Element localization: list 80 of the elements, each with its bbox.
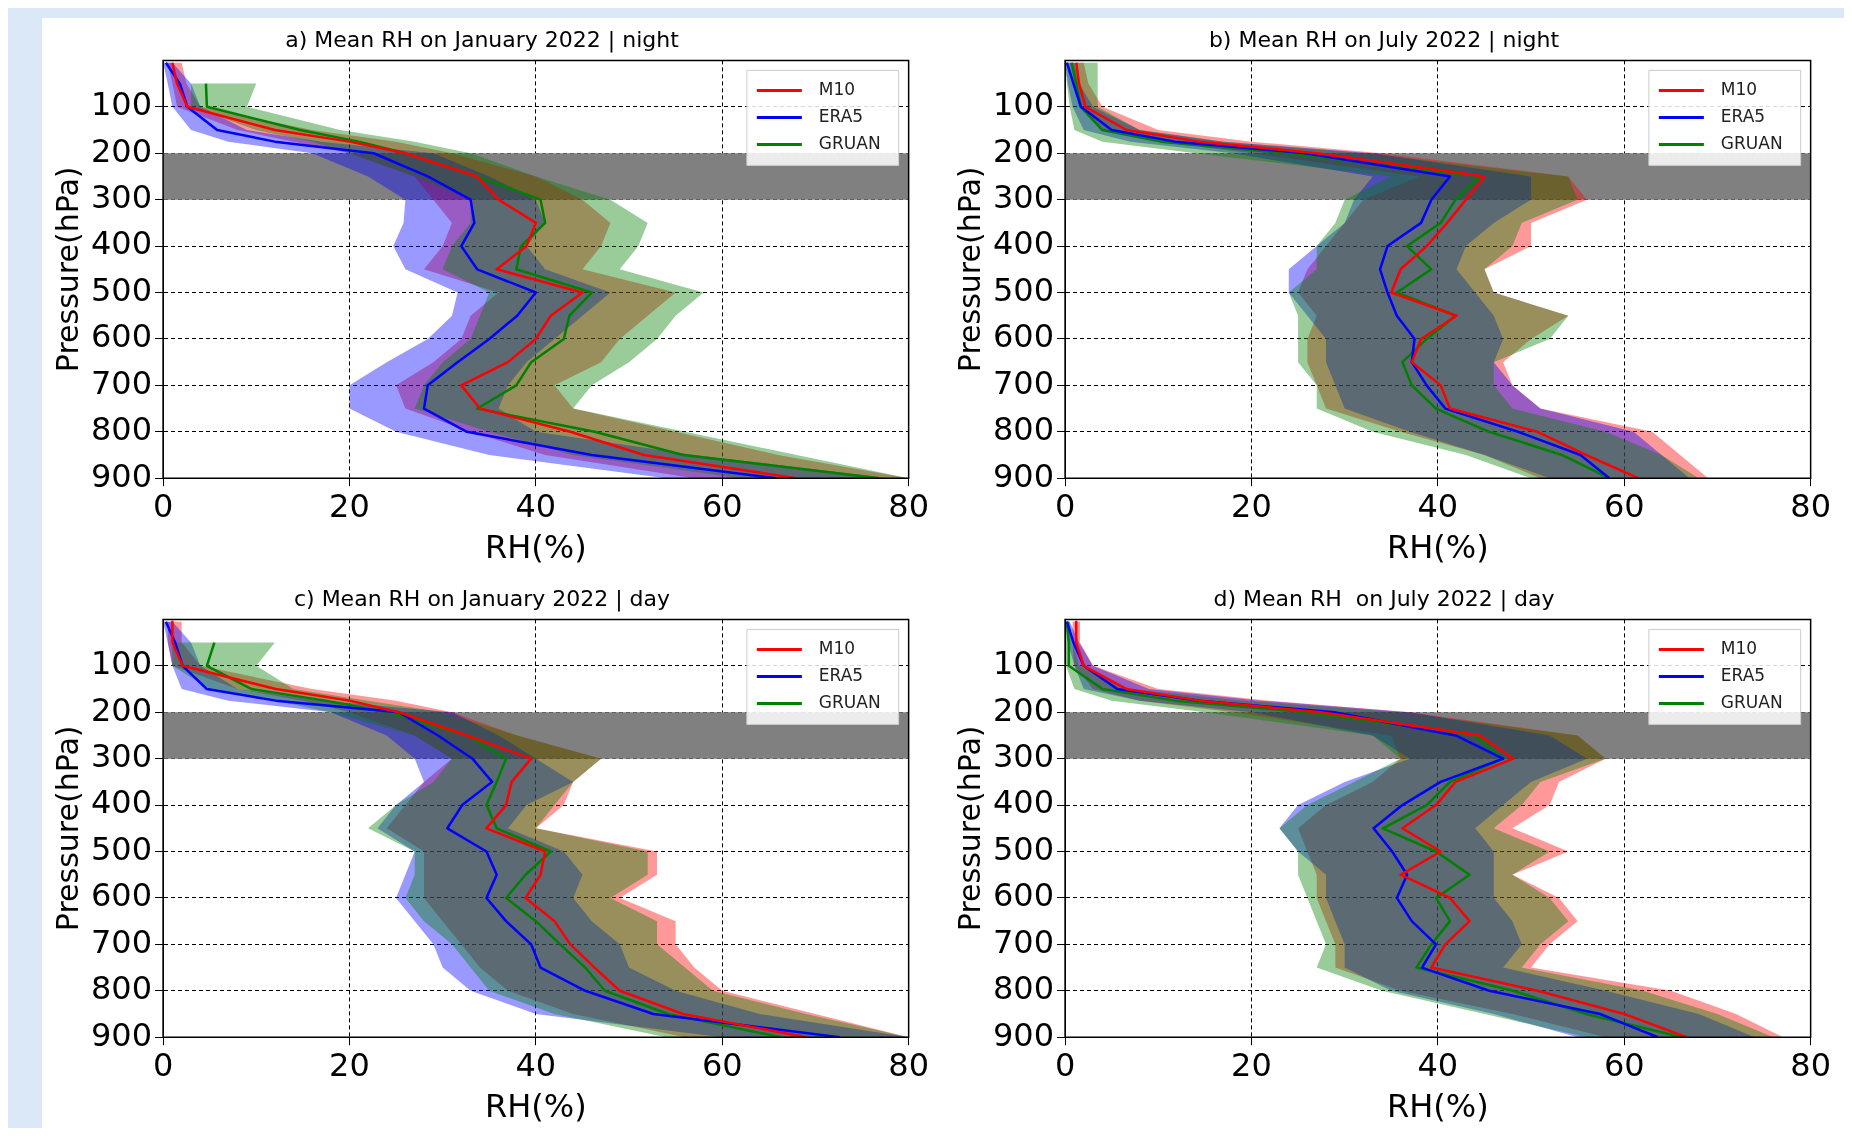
legend-label: GRUAN bbox=[1720, 132, 1783, 153]
y-tick-label: 400 bbox=[91, 783, 153, 822]
y-tick-label: 200 bbox=[993, 131, 1055, 170]
x-tick-label: 80 bbox=[888, 486, 929, 525]
y-tick-label: 500 bbox=[993, 829, 1055, 868]
y-tick-label: 500 bbox=[91, 829, 153, 868]
x-tick-label: 40 bbox=[1417, 1045, 1459, 1084]
y-tick-label: 200 bbox=[91, 690, 153, 729]
x-tick-label: 80 bbox=[1790, 1045, 1831, 1084]
legend-label: GRUAN bbox=[1720, 691, 1783, 712]
legend-label: M10 bbox=[818, 637, 856, 658]
y-tick-label: 700 bbox=[91, 922, 153, 961]
x-tick-label: 0 bbox=[152, 486, 174, 525]
x-tick-label: 80 bbox=[1790, 486, 1831, 525]
legend-label: GRUAN bbox=[818, 691, 881, 712]
y-tick-label: 600 bbox=[91, 876, 153, 915]
y-tick-label: 100 bbox=[91, 644, 153, 683]
legend-label: M10 bbox=[1720, 637, 1758, 658]
y-axis-title: Pressure(hPa) bbox=[951, 166, 987, 373]
legend-label: ERA5 bbox=[818, 105, 864, 126]
y-tick-label: 100 bbox=[993, 644, 1055, 683]
y-tick-label: 200 bbox=[91, 131, 153, 170]
y-axis-title: Pressure(hPa) bbox=[49, 166, 85, 373]
y-tick-label: 600 bbox=[993, 317, 1055, 356]
y-axis-title: Pressure(hPa) bbox=[951, 725, 987, 932]
y-tick-label: 800 bbox=[993, 410, 1055, 449]
x-axis-title: RH(%) bbox=[485, 1087, 587, 1126]
y-tick-label: 400 bbox=[993, 224, 1055, 263]
x-tick-label: 60 bbox=[1603, 486, 1645, 525]
y-tick-label: 900 bbox=[993, 1015, 1055, 1054]
x-tick-label: 0 bbox=[1054, 486, 1076, 525]
y-tick-label: 100 bbox=[993, 85, 1055, 124]
legend-label: ERA5 bbox=[818, 664, 864, 685]
y-tick-label: 900 bbox=[91, 456, 153, 495]
y-tick-label: 300 bbox=[91, 736, 153, 775]
y-tick-label: 300 bbox=[993, 177, 1055, 216]
x-axis-title: RH(%) bbox=[1387, 1087, 1489, 1126]
y-tick-label: 500 bbox=[91, 270, 153, 309]
y-tick-label: 300 bbox=[91, 177, 153, 216]
x-tick-label: 0 bbox=[152, 1045, 174, 1084]
legend-label: M10 bbox=[1720, 78, 1758, 99]
y-tick-label: 800 bbox=[91, 410, 153, 449]
x-tick-label: 60 bbox=[701, 1045, 743, 1084]
y-tick-label: 200 bbox=[993, 690, 1055, 729]
x-axis-title: RH(%) bbox=[1387, 528, 1489, 567]
x-axis-title: RH(%) bbox=[485, 528, 587, 567]
legend-label: GRUAN bbox=[818, 132, 881, 153]
y-tick-label: 300 bbox=[993, 736, 1055, 775]
y-tick-label: 600 bbox=[91, 317, 153, 356]
x-tick-label: 80 bbox=[888, 1045, 929, 1084]
x-tick-label: 40 bbox=[515, 1045, 557, 1084]
x-tick-label: 60 bbox=[1603, 1045, 1645, 1084]
legend-label: ERA5 bbox=[1720, 664, 1766, 685]
x-tick-label: 20 bbox=[1231, 486, 1272, 525]
x-tick-label: 40 bbox=[1417, 486, 1459, 525]
x-tick-label: 20 bbox=[329, 1045, 370, 1084]
y-tick-label: 800 bbox=[91, 969, 153, 1008]
y-tick-label: 700 bbox=[993, 922, 1055, 961]
x-tick-label: 0 bbox=[1054, 1045, 1076, 1084]
y-tick-label: 500 bbox=[993, 270, 1055, 309]
y-tick-label: 400 bbox=[993, 783, 1055, 822]
y-tick-label: 900 bbox=[91, 1015, 153, 1054]
x-tick-label: 60 bbox=[701, 486, 743, 525]
y-tick-label: 100 bbox=[91, 85, 153, 124]
x-tick-label: 20 bbox=[329, 486, 370, 525]
y-tick-label: 700 bbox=[993, 363, 1055, 402]
y-tick-label: 900 bbox=[993, 456, 1055, 495]
x-tick-label: 20 bbox=[1231, 1045, 1272, 1084]
y-tick-label: 400 bbox=[91, 224, 153, 263]
legend-label: M10 bbox=[818, 78, 856, 99]
chart-title: b) Mean RH on July 2022 | night bbox=[1208, 26, 1560, 53]
y-tick-label: 800 bbox=[993, 969, 1055, 1008]
y-tick-label: 700 bbox=[91, 363, 153, 402]
chart-title: d) Mean RH on July 2022 | day bbox=[1213, 585, 1555, 612]
x-tick-label: 40 bbox=[515, 486, 557, 525]
chart-title: c) Mean RH on January 2022 | day bbox=[293, 585, 671, 612]
y-tick-label: 600 bbox=[993, 876, 1055, 915]
legend-label: ERA5 bbox=[1720, 105, 1766, 126]
y-axis-title: Pressure(hPa) bbox=[49, 725, 85, 932]
chart-title: a) Mean RH on January 2022 | night bbox=[285, 26, 680, 53]
